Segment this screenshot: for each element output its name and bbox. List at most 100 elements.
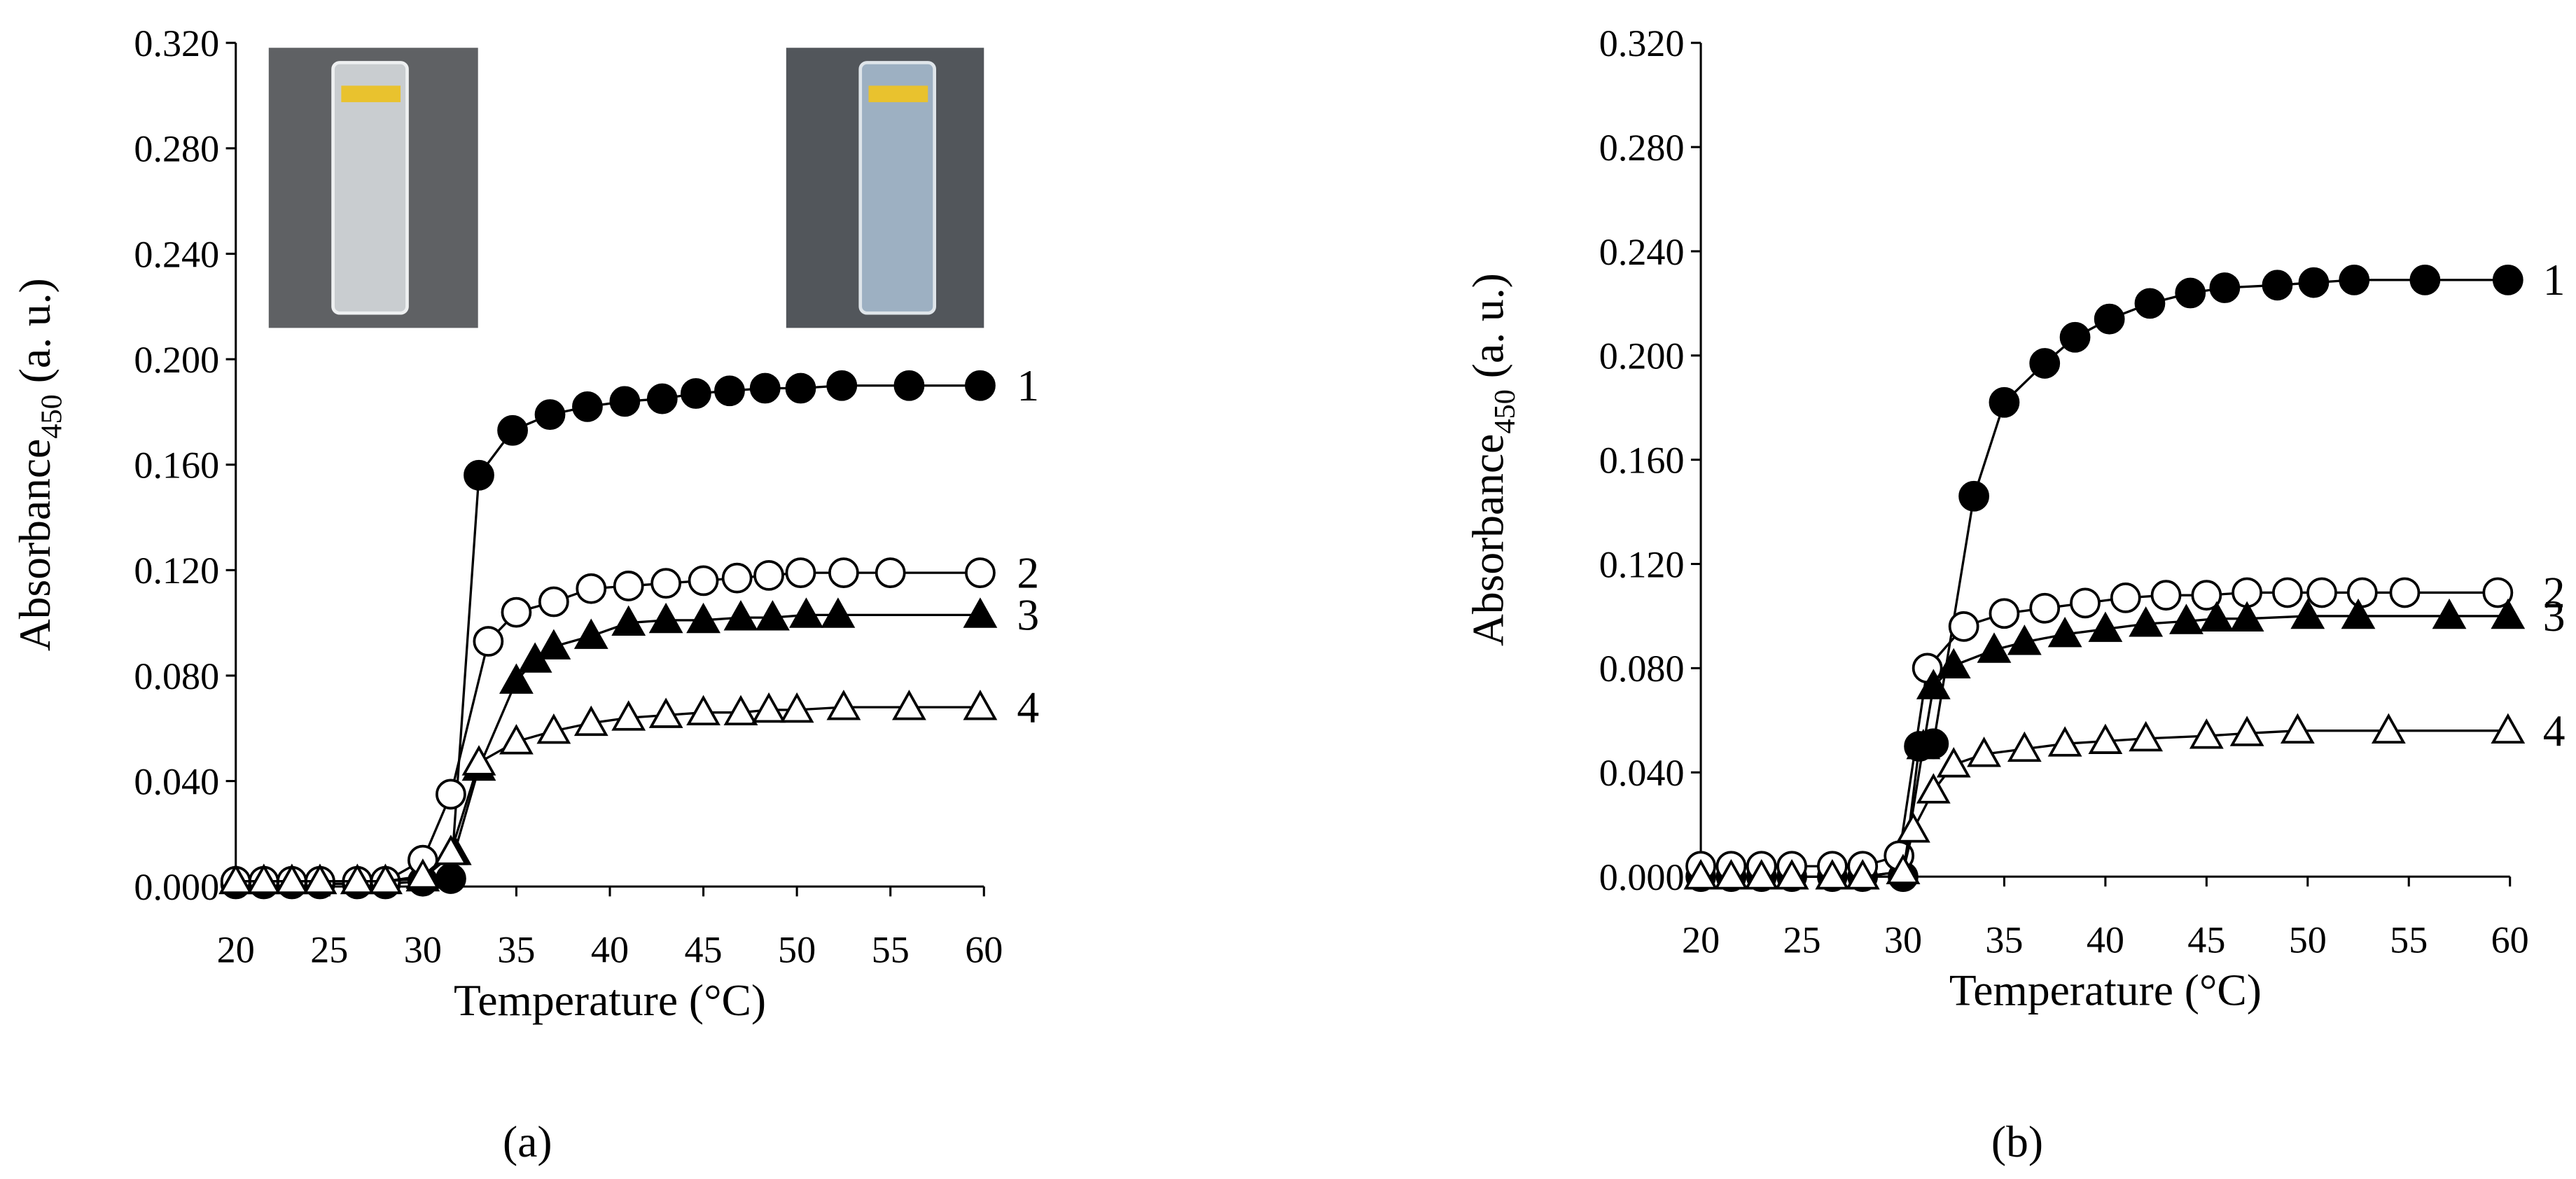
marker-circle (2262, 270, 2293, 301)
marker-triangle (1936, 648, 1971, 679)
marker-circle (2339, 264, 2370, 295)
marker-circle (2389, 577, 2421, 608)
marker-triangle (963, 690, 998, 720)
marker-triangle (2341, 598, 2376, 629)
marker-triangle (2129, 720, 2164, 752)
marker-circle (2272, 577, 2303, 608)
marker-circle (501, 597, 532, 628)
marker-triangle (499, 663, 534, 694)
marker-triangle (751, 692, 786, 723)
marker-circle (609, 386, 641, 417)
y-tick-label: 0.200 (1599, 335, 1685, 377)
y-axis-label-unit: (a. u.) (1463, 273, 1513, 389)
marker-triangle (611, 700, 646, 731)
marker-triangle (573, 705, 608, 737)
cuvette-clear (331, 61, 409, 315)
marker-circle (749, 372, 781, 404)
marker-circle (965, 370, 996, 401)
marker-circle (538, 586, 569, 618)
marker-triangle (405, 858, 440, 889)
y-tick-label: 0.240 (134, 233, 219, 275)
marker-circle (2070, 587, 2101, 619)
marker-triangle (2432, 598, 2467, 629)
marker-triangle (1906, 729, 1941, 760)
marker-circle (785, 557, 816, 588)
marker-triangle (686, 602, 720, 634)
y-axis-label-sub: 450 (1489, 389, 1522, 434)
y-axis-label-sub: 450 (35, 394, 68, 439)
marker-circle (497, 414, 528, 446)
y-axis-label: Absorbance450 (a. u.) (10, 278, 68, 651)
marker-circle (1989, 386, 2020, 418)
marker-triangle (1845, 859, 1880, 890)
series-label: 1 (1017, 361, 1039, 410)
y-tick-label: 0.040 (1599, 752, 1685, 794)
marker-circle (2306, 577, 2337, 608)
marker-circle (2134, 288, 2166, 319)
marker-circle (436, 779, 466, 810)
series-line (235, 571, 980, 883)
marker-triangle (2047, 726, 2082, 757)
marker-circle (646, 383, 678, 414)
marker-circle (436, 863, 466, 894)
series-line (235, 613, 980, 883)
marker-triangle (340, 863, 375, 895)
photo-inset (268, 48, 984, 328)
x-tick-label: 55 (2390, 919, 2428, 961)
y-axis-label-unit: (a. u.) (10, 278, 60, 394)
marker-triangle (1896, 812, 1930, 843)
marker-circle (2409, 264, 2441, 295)
marker-triangle (892, 690, 926, 720)
marker-triangle (2088, 611, 2123, 642)
marker-triangle (1744, 859, 1779, 890)
marker-circle (2150, 580, 2182, 611)
y-tick-label: 0.280 (1599, 127, 1685, 169)
marker-triangle (2280, 713, 2315, 744)
x-axis-label: Temperature (°C) (454, 975, 766, 1025)
marker-triangle (648, 602, 683, 634)
marker-circle (613, 571, 644, 601)
y-tick-label: 0.280 (134, 128, 219, 170)
chart-panel: 0.000 0.040 0.080 0.120 0.160 0.200 0.240 0.280… (1463, 22, 2565, 1166)
marker-circle (680, 378, 711, 409)
y-tick-label: 0.080 (134, 655, 219, 697)
y-tick-label: 0.160 (134, 445, 219, 487)
x-tick-label: 45 (684, 929, 722, 971)
marker-triangle (821, 597, 856, 628)
marker-triangle (302, 863, 337, 895)
series-label: 3 (2543, 591, 2565, 641)
x-tick-label: 30 (404, 929, 442, 971)
series-label: 1 (2543, 255, 2565, 305)
marker-triangle (1977, 632, 2012, 663)
marker-triangle (723, 600, 758, 631)
marker-circle (2482, 577, 2514, 608)
y-tick-label: 0.120 (1599, 543, 1685, 585)
marker-triangle (1683, 859, 1718, 890)
x-tick-label: 40 (2087, 919, 2124, 961)
marker-circle (473, 626, 504, 657)
marker-circle (2059, 321, 2091, 353)
marker-triangle (779, 692, 814, 723)
panel-label: (a) (503, 1117, 552, 1166)
marker-triangle (723, 695, 758, 726)
marker-circle (1989, 598, 2020, 629)
y-tick-label: 0.120 (134, 550, 219, 592)
marker-circle (875, 557, 906, 588)
marker-circle (1958, 480, 1989, 512)
marker-triangle (2129, 606, 2164, 637)
y-tick-label: 0.000 (134, 866, 219, 908)
x-tick-label: 25 (1783, 919, 1820, 961)
marker-triangle (461, 745, 496, 776)
series-label: 3 (1017, 590, 1039, 640)
panel-label: (b) (1991, 1117, 2043, 1166)
x-tick-label: 55 (872, 929, 910, 971)
x-tick-label: 20 (217, 929, 255, 971)
marker-triangle (2491, 713, 2526, 744)
y-axis-label-main: Absorbance (10, 439, 60, 651)
marker-circle (753, 559, 784, 591)
marker-circle (464, 459, 494, 491)
marker-circle (965, 557, 996, 588)
series-line (235, 384, 980, 886)
marker-circle (576, 573, 607, 604)
